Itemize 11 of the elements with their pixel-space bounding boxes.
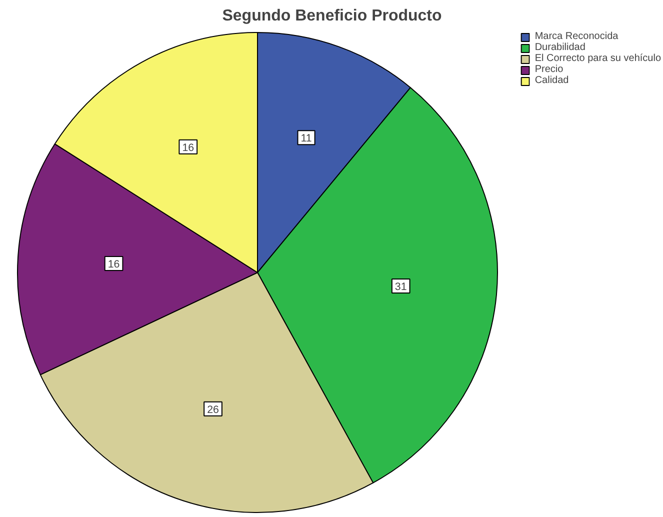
chart-title: Segundo Beneficio Producto [222, 8, 442, 24]
data-label: 16 [182, 142, 194, 154]
legend-label: Durabilidad [534, 42, 586, 53]
legend-label: Precio [534, 64, 564, 75]
legend-label: Calidad [534, 75, 569, 86]
data-label: 11 [300, 132, 312, 145]
data-label: 31 [394, 281, 407, 293]
data-label: 16 [108, 258, 120, 270]
legend-label: El Correcto para su vehículo [534, 53, 661, 64]
legend-label: Marca Reconocida [534, 31, 618, 42]
data-label: 26 [207, 404, 219, 416]
